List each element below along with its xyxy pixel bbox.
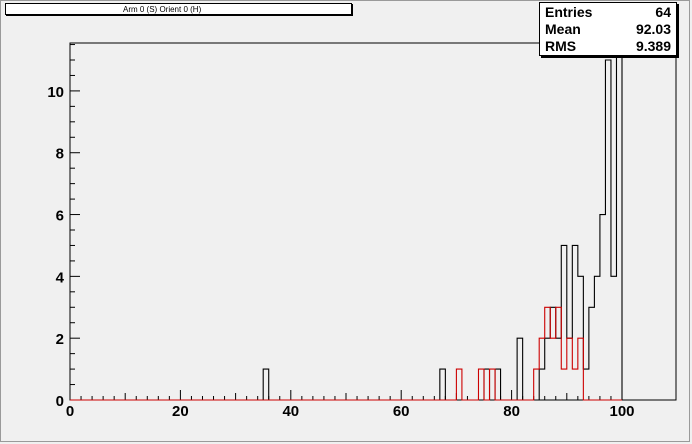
stats-rms-label: RMS xyxy=(545,38,577,54)
histogram-bin xyxy=(594,276,600,400)
histogram-bin xyxy=(556,307,562,400)
histogram-bin xyxy=(490,369,496,400)
plot-frame xyxy=(69,42,677,401)
stats-rms-row: RMS 9.389 xyxy=(545,38,671,55)
tick-labels: 0 20 40 60 80 100 0 2 4 6 8 10 xyxy=(47,84,634,420)
plot-title-box: Arm 0 (S) Orient 0 (H) xyxy=(5,3,352,15)
series-1-outline xyxy=(70,306,622,401)
y-tick-label: 2 xyxy=(56,331,64,348)
y-tick-label: 10 xyxy=(47,84,64,101)
x-tick-label: 80 xyxy=(503,403,520,420)
histogram-bin xyxy=(616,29,622,400)
histogram-bin xyxy=(611,276,617,400)
histogram-bin xyxy=(263,369,269,400)
histogram-bin xyxy=(589,307,595,400)
stats-entries-value: 64 xyxy=(655,4,671,20)
histogram-bin xyxy=(545,307,551,400)
y-tick-label: 4 xyxy=(56,269,65,286)
histogram-bin xyxy=(567,338,573,400)
histogram-bin xyxy=(478,369,484,400)
x-tick-label: 60 xyxy=(393,403,410,420)
histogram-bin xyxy=(484,369,490,400)
histogram-bin xyxy=(534,369,540,400)
x-tick-label: 40 xyxy=(282,403,299,420)
histogram-bin xyxy=(561,369,567,400)
histogram-bin xyxy=(440,369,446,400)
histogram-bin xyxy=(539,338,545,400)
histogram-bin xyxy=(600,215,606,400)
histogram-bin xyxy=(550,338,556,400)
stats-mean-row: Mean 92.03 xyxy=(545,21,671,38)
histogram-bin xyxy=(572,369,578,400)
y-tick-label: 6 xyxy=(56,208,64,225)
histogram-bin xyxy=(583,369,589,400)
stats-box: Entries 64 Mean 92.03 RMS 9.389 xyxy=(539,2,677,56)
stats-entries-row: Entries 64 xyxy=(545,4,671,21)
x-tick-label: 0 xyxy=(66,403,74,420)
y-tick-label: 8 xyxy=(56,146,64,163)
histogram-bin xyxy=(456,369,462,400)
stats-mean-value: 92.03 xyxy=(635,21,671,37)
plot-area-frame xyxy=(69,42,677,401)
histogram-bin xyxy=(495,369,501,400)
histogram-bin xyxy=(517,338,523,400)
histogram-bin xyxy=(578,338,584,400)
x-tick-label: 20 xyxy=(172,403,189,420)
stats-entries-label: Entries xyxy=(545,4,593,20)
histogram-bin xyxy=(605,60,611,400)
y-tick-label: 0 xyxy=(56,393,64,410)
stats-mean-label: Mean xyxy=(545,21,581,37)
plot-title: Arm 0 (S) Orient 0 (H) xyxy=(123,5,202,14)
histogram-series xyxy=(70,28,623,401)
stats-rms-value: 9.389 xyxy=(635,38,671,54)
x-tick-label: 100 xyxy=(609,403,634,420)
